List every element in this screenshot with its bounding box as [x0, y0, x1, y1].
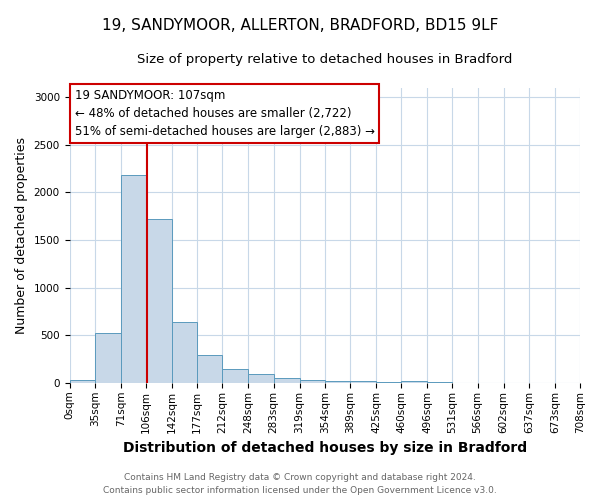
Y-axis label: Number of detached properties: Number of detached properties [15, 136, 28, 334]
Bar [172, 322, 197, 383]
Text: 19, SANDYMOOR, ALLERTON, BRADFORD, BD15 9LF: 19, SANDYMOOR, ALLERTON, BRADFORD, BD15 … [102, 18, 498, 32]
Bar [299, 380, 325, 383]
Bar [401, 381, 427, 383]
X-axis label: Distribution of detached houses by size in Bradford: Distribution of detached houses by size … [123, 441, 527, 455]
Bar [95, 334, 121, 383]
Text: 19 SANDYMOOR: 107sqm
← 48% of detached houses are smaller (2,722)
51% of semi-de: 19 SANDYMOOR: 107sqm ← 48% of detached h… [74, 89, 374, 138]
Bar [70, 380, 95, 383]
Bar [223, 369, 248, 383]
Bar [197, 356, 223, 383]
Bar [274, 378, 299, 383]
Bar [121, 175, 146, 383]
Bar [376, 382, 401, 383]
Title: Size of property relative to detached houses in Bradford: Size of property relative to detached ho… [137, 52, 512, 66]
Bar [325, 381, 350, 383]
Bar [248, 374, 274, 383]
Bar [350, 382, 376, 383]
Text: Contains HM Land Registry data © Crown copyright and database right 2024.
Contai: Contains HM Land Registry data © Crown c… [103, 474, 497, 495]
Bar [146, 219, 172, 383]
